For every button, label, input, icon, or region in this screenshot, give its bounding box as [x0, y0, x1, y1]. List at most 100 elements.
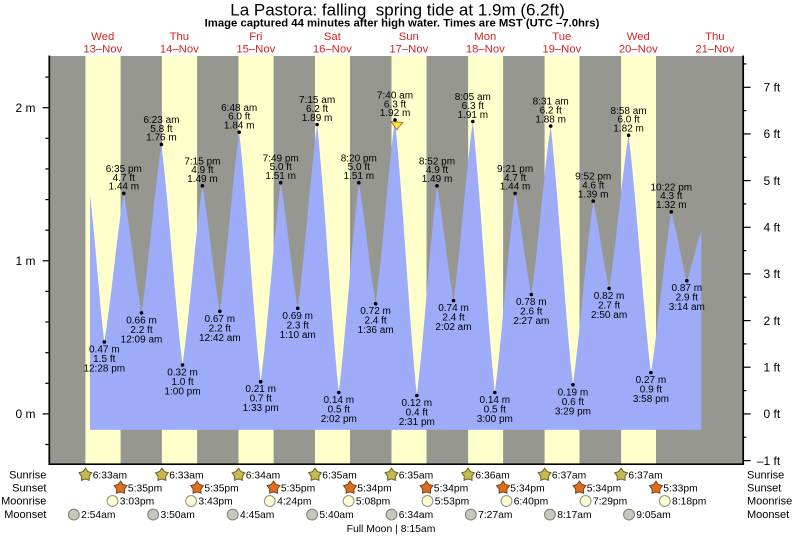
svg-text:8:31 am: 8:31 am	[533, 97, 569, 108]
svg-text:0.5 ft: 0.5 ft	[484, 405, 506, 416]
svg-text:3:00 pm: 3:00 pm	[477, 414, 513, 425]
svg-text:5.8 ft: 5.8 ft	[150, 124, 172, 135]
svg-text:0.82 m: 0.82 m	[594, 291, 625, 302]
svg-text:7 ft: 7 ft	[764, 81, 781, 95]
svg-text:2 ft: 2 ft	[764, 314, 781, 328]
svg-text:0.87 m: 0.87 m	[672, 283, 703, 294]
svg-text:15–Nov: 15–Nov	[236, 44, 275, 56]
svg-text:20–Nov: 20–Nov	[619, 44, 658, 56]
svg-text:Thu: Thu	[705, 31, 724, 43]
svg-text:3:58 pm: 3:58 pm	[633, 394, 669, 405]
svg-text:Sunset: Sunset	[12, 482, 46, 494]
svg-text:9:52 pm: 9:52 pm	[575, 172, 611, 183]
svg-text:2:02 am: 2:02 am	[435, 322, 471, 333]
svg-text:5:33pm: 5:33pm	[663, 483, 697, 494]
svg-text:0.14 m: 0.14 m	[324, 395, 355, 406]
svg-text:7:15 am: 7:15 am	[299, 95, 335, 106]
svg-text:6:23 am: 6:23 am	[143, 115, 179, 126]
svg-text:6:35am: 6:35am	[322, 471, 356, 482]
svg-text:2.2 ft: 2.2 ft	[130, 325, 152, 336]
svg-text:0 m: 0 m	[15, 407, 35, 421]
svg-text:1.51 m: 1.51 m	[344, 171, 375, 182]
svg-text:1 ft: 1 ft	[764, 360, 781, 374]
svg-text:4:45am: 4:45am	[240, 510, 274, 521]
svg-text:6.2 ft: 6.2 ft	[540, 106, 562, 117]
svg-text:3 ft: 3 ft	[764, 267, 781, 281]
svg-text:–1 ft: –1 ft	[757, 454, 781, 468]
svg-text:4.9 ft: 4.9 ft	[426, 165, 448, 176]
svg-text:4:24pm: 4:24pm	[277, 497, 311, 508]
svg-text:Wed: Wed	[627, 31, 650, 43]
svg-text:1.84 m: 1.84 m	[224, 121, 255, 132]
svg-text:Full Moon | 8:15am: Full Moon | 8:15am	[347, 524, 436, 535]
svg-text:6:35am: 6:35am	[399, 471, 433, 482]
svg-text:12:28 pm: 12:28 pm	[83, 363, 125, 374]
svg-text:1.88 m: 1.88 m	[535, 114, 566, 125]
svg-text:Sunset: Sunset	[747, 482, 781, 494]
svg-text:8:58 am: 8:58 am	[611, 106, 647, 117]
svg-text:5:35pm: 5:35pm	[204, 483, 238, 494]
svg-text:1.82 m: 1.82 m	[613, 124, 644, 135]
svg-text:3:03pm: 3:03pm	[120, 497, 154, 508]
svg-text:1.49 m: 1.49 m	[422, 174, 453, 185]
svg-text:6:48 am: 6:48 am	[221, 103, 257, 114]
svg-text:Thu: Thu	[170, 31, 189, 43]
svg-text:2:50 am: 2:50 am	[591, 310, 627, 321]
svg-text:5 ft: 5 ft	[764, 174, 781, 188]
svg-text:1:10 am: 1:10 am	[280, 330, 316, 341]
svg-text:1.32 m: 1.32 m	[656, 200, 687, 211]
svg-text:0.9 ft: 0.9 ft	[640, 385, 662, 396]
svg-text:6:33am: 6:33am	[169, 471, 203, 482]
svg-text:9:05am: 9:05am	[636, 510, 670, 521]
svg-text:2.9 ft: 2.9 ft	[676, 293, 698, 304]
svg-text:0.4 ft: 0.4 ft	[406, 408, 428, 419]
svg-text:6.3 ft: 6.3 ft	[384, 99, 406, 110]
svg-text:1:00 pm: 1:00 pm	[164, 386, 200, 397]
svg-text:2.3 ft: 2.3 ft	[287, 320, 309, 331]
svg-text:7:49 pm: 7:49 pm	[263, 153, 299, 164]
svg-text:1.0 ft: 1.0 ft	[171, 377, 193, 388]
svg-text:6:34am: 6:34am	[399, 510, 433, 521]
svg-text:6:35 pm: 6:35 pm	[106, 164, 142, 175]
svg-text:6:40pm: 6:40pm	[514, 497, 548, 508]
svg-text:1.51 m: 1.51 m	[265, 171, 296, 182]
svg-text:5:35pm: 5:35pm	[128, 483, 162, 494]
svg-text:0.78 m: 0.78 m	[516, 297, 547, 308]
svg-text:1.39 m: 1.39 m	[578, 189, 609, 200]
svg-text:5:34pm: 5:34pm	[434, 483, 468, 494]
svg-text:21–Nov: 21–Nov	[695, 44, 734, 56]
svg-text:3:50am: 3:50am	[161, 510, 195, 521]
svg-text:0.19 m: 0.19 m	[558, 387, 589, 398]
svg-text:8:20 pm: 8:20 pm	[341, 153, 377, 164]
svg-text:4.9 ft: 4.9 ft	[191, 165, 213, 176]
svg-text:6.0 ft: 6.0 ft	[228, 112, 250, 123]
svg-text:0.7 ft: 0.7 ft	[250, 394, 272, 405]
svg-text:Sat: Sat	[324, 31, 342, 43]
svg-text:3:14 am: 3:14 am	[669, 302, 705, 313]
svg-text:Image captured 44 minutes afte: Image captured 44 minutes after high wat…	[205, 18, 600, 30]
svg-text:6:36am: 6:36am	[475, 471, 509, 482]
svg-text:18–Nov: 18–Nov	[466, 44, 505, 56]
svg-text:2:54am: 2:54am	[81, 510, 115, 521]
svg-text:0 ft: 0 ft	[764, 407, 781, 421]
svg-text:16–Nov: 16–Nov	[313, 44, 352, 56]
svg-text:17–Nov: 17–Nov	[389, 44, 428, 56]
svg-text:1.44 m: 1.44 m	[109, 182, 140, 193]
svg-text:5:34pm: 5:34pm	[510, 483, 544, 494]
svg-text:1.92 m: 1.92 m	[380, 108, 411, 119]
svg-text:Sun: Sun	[399, 31, 419, 43]
svg-text:12:09 am: 12:09 am	[121, 334, 163, 345]
svg-text:12:42 am: 12:42 am	[199, 333, 241, 344]
svg-text:7:15 pm: 7:15 pm	[184, 156, 220, 167]
svg-text:8:18pm: 8:18pm	[672, 497, 706, 508]
svg-text:1:36 am: 1:36 am	[358, 325, 394, 336]
svg-text:2:27 am: 2:27 am	[513, 316, 549, 327]
svg-text:Moonrise: Moonrise	[1, 496, 46, 508]
svg-text:Sunrise: Sunrise	[747, 470, 784, 482]
svg-text:8:05 am: 8:05 am	[455, 92, 491, 103]
svg-text:8:17am: 8:17am	[557, 510, 591, 521]
svg-text:5:35pm: 5:35pm	[281, 483, 315, 494]
svg-text:1.44 m: 1.44 m	[500, 182, 531, 193]
svg-text:5:40am: 5:40am	[319, 510, 353, 521]
svg-text:Wed: Wed	[91, 31, 114, 43]
